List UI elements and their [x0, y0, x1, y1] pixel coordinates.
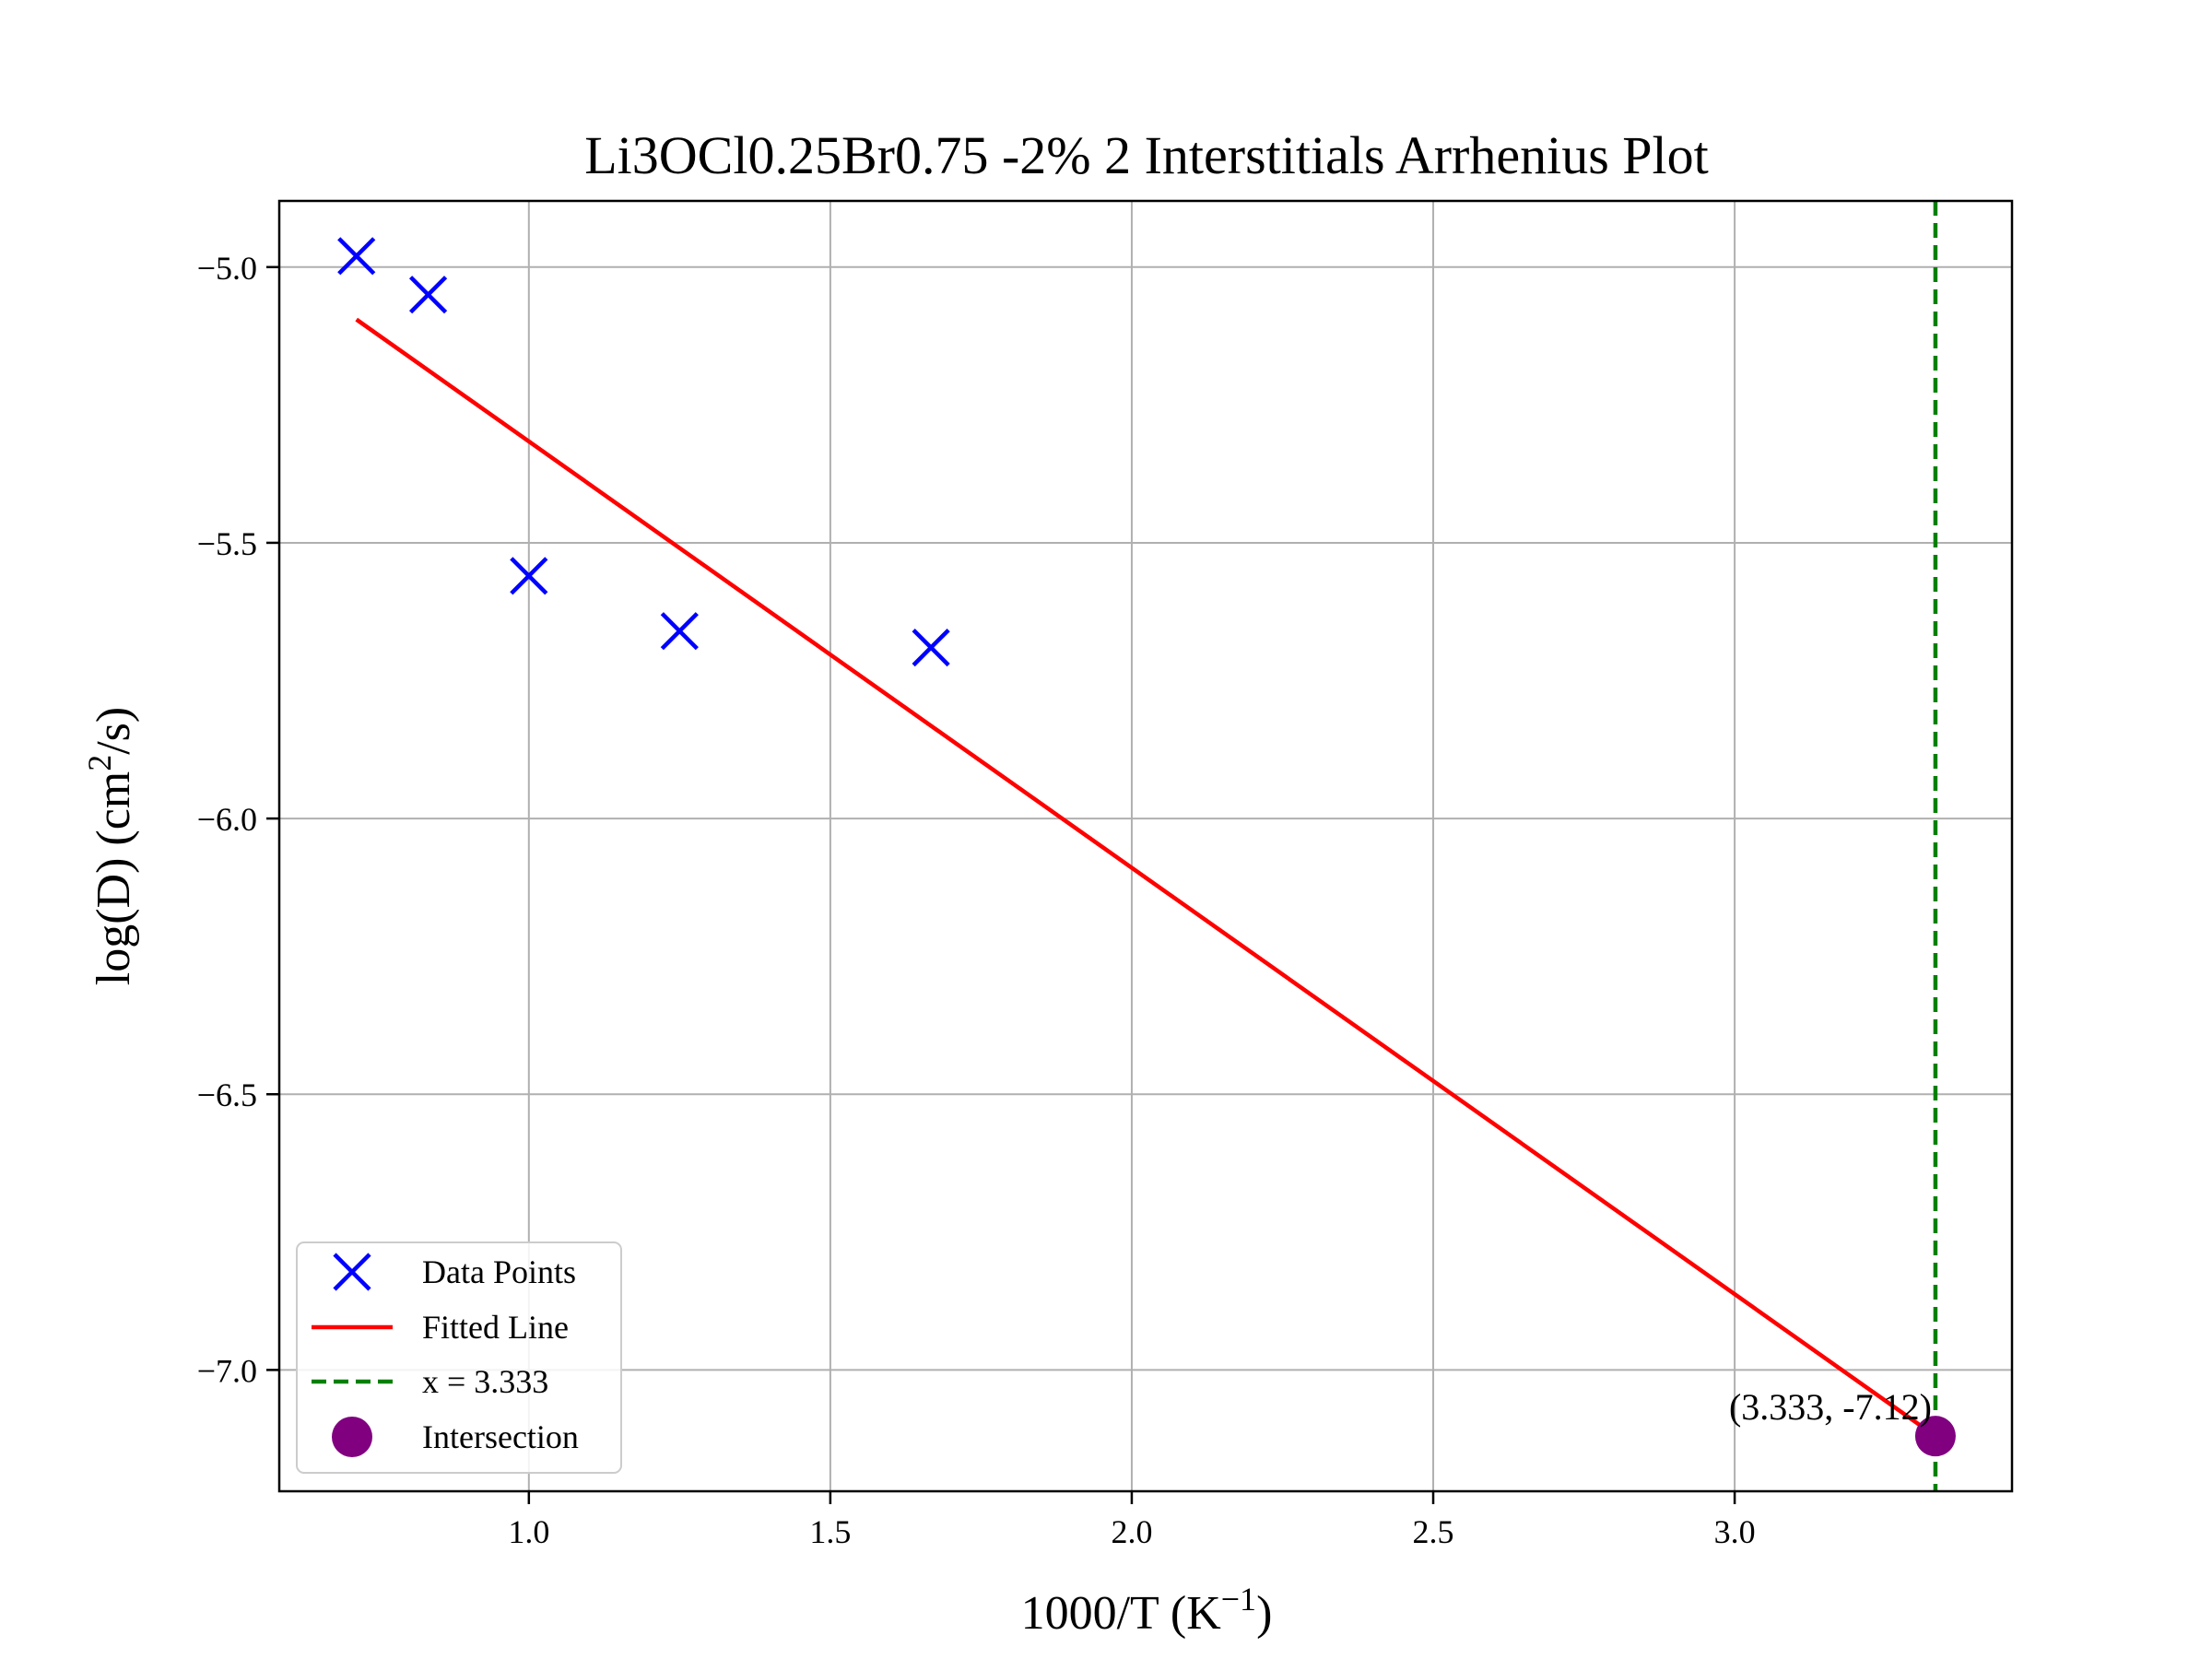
x-marker-stroke [408, 276, 448, 314]
data-point [912, 629, 950, 667]
y-tick-label: −6.5 [197, 1077, 257, 1113]
legend-label-vline: x = 3.333 [422, 1363, 548, 1400]
x-axis-label-end: ) [1256, 1587, 1272, 1640]
data-point [510, 557, 548, 595]
x-tick-label: 2.0 [1111, 1513, 1152, 1550]
axis-ticks: 1.0 1.5 2.0 2.5 3.0 −5.0 −5.5 −6.0 −6.5 −7.0 [197, 250, 1756, 1550]
legend-box [296, 1241, 622, 1474]
legend-data-points-marker [333, 1253, 371, 1291]
legend: Data Points Fitted Line x = 3.333 Intersect… [296, 1241, 622, 1474]
x-marker-stroke [510, 557, 548, 595]
data-point [408, 276, 448, 314]
x-tick-label: 1.5 [809, 1513, 851, 1550]
x-tick-label: 1.0 [508, 1513, 549, 1550]
y-axis-label: log(D) (cm2/s) [81, 707, 140, 985]
x-axis-label-sup: −1 [1221, 1581, 1256, 1618]
y-tick-label: −7.0 [197, 1352, 257, 1389]
legend-label-data-points: Data Points [422, 1253, 576, 1290]
x-marker-stroke [333, 1253, 371, 1291]
x-marker-stroke [660, 612, 699, 651]
y-axis-label-sup: 2 [81, 755, 118, 771]
y-tick-label: −5.0 [197, 250, 257, 287]
legend-label-intersection: Intersection [422, 1418, 579, 1455]
x-marker-stroke [912, 629, 950, 667]
intersection-annotation: (3.333, -7.12) [1729, 1386, 1932, 1428]
x-axis-label: 1000/T (K−1) [1021, 1581, 1273, 1640]
x-axis-label-text: 1000/T (K [1021, 1587, 1222, 1640]
y-tick-label: −6.0 [197, 801, 257, 838]
legend-intersection-marker [332, 1417, 372, 1457]
grid [279, 201, 2012, 1491]
x-tick-label: 2.5 [1413, 1513, 1454, 1550]
intersection-point [1914, 1416, 1956, 1457]
plot-marks: (3.333, -7.12) [337, 201, 1956, 1491]
x-tick-label: 3.0 [1714, 1513, 1756, 1550]
y-tick-label: −5.5 [197, 525, 257, 562]
data-point [660, 612, 699, 651]
data-point [337, 237, 376, 276]
plot-frame [277, 199, 2014, 1493]
legend-label-fitted-line: Fitted Line [422, 1309, 569, 1346]
y-axis-label-end: /s) [88, 707, 140, 755]
fitted-line [355, 317, 1937, 1439]
x-marker-stroke [337, 237, 376, 276]
y-axis-label-text: log(D) (cm [88, 771, 140, 985]
chart-title: Li3OCl0.25Br0.75 -2% 2 Interstitials Arr… [584, 125, 1709, 185]
